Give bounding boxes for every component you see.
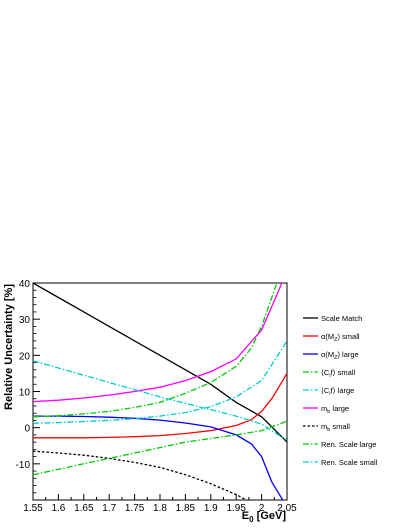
y-tick-label: -10 bbox=[16, 460, 31, 471]
series-line-5 bbox=[33, 340, 287, 424]
y-tick-label: 10 bbox=[19, 388, 31, 399]
series-line-4 bbox=[33, 283, 278, 418]
series-line-1 bbox=[33, 283, 287, 443]
y-tick-label: 30 bbox=[19, 315, 31, 326]
x-axis-label-unit: [GeV] bbox=[254, 510, 287, 522]
legend-label: α(MZ) large bbox=[321, 350, 359, 361]
series-line-7 bbox=[33, 450, 247, 500]
x-tick-label: 1.75 bbox=[125, 503, 145, 514]
x-tick-label: 1.95 bbox=[226, 503, 246, 514]
x-axis-label: E0 [GeV] bbox=[242, 510, 287, 524]
x-tick-label: 1.9 bbox=[204, 503, 218, 514]
y-tick-label: 40 bbox=[19, 279, 31, 290]
legend-label: α(MZ) small bbox=[321, 332, 360, 343]
series-line-3 bbox=[33, 415, 284, 500]
legend-label: mb small bbox=[321, 422, 350, 433]
series-line-9 bbox=[33, 360, 287, 441]
y-axis-label: Relative Uncertainty [%] bbox=[3, 284, 15, 410]
x-tick-label: 1.85 bbox=[176, 503, 196, 514]
x-tick-label: 1.55 bbox=[23, 503, 43, 514]
x-tick-label: 1.8 bbox=[153, 503, 167, 514]
legend: Scale Match α(MZ) small α(MZ) large ⟨Cif⟩ s… bbox=[303, 314, 378, 467]
series-layer bbox=[33, 283, 287, 500]
x-tick-label: 2 bbox=[259, 503, 265, 514]
legend-label: Scale Match bbox=[321, 314, 362, 323]
x-tick-label: 1.65 bbox=[74, 503, 94, 514]
legend-label: Ren. Scale large bbox=[321, 440, 376, 449]
x-tick-label: 1.6 bbox=[51, 503, 65, 514]
y-tick-label: 0 bbox=[24, 424, 30, 435]
legend-label: Ren. Scale small bbox=[321, 458, 378, 467]
x-tick-label: 1.7 bbox=[102, 503, 116, 514]
axis-ticks: 1.55 1.6 1.65 1.7 1.75 1.8 1.85 1.9 1.95 2 2.05 -10… bbox=[16, 279, 298, 514]
x-axis-label-sub: 0 bbox=[249, 515, 254, 524]
y-tick-label: 20 bbox=[19, 351, 31, 362]
legend-label: ⟨Cif⟩ large bbox=[321, 386, 354, 397]
x-tick-label: 2.05 bbox=[277, 503, 297, 514]
series-line-8 bbox=[33, 420, 287, 476]
legend-label: ⟨Cif⟩ small bbox=[321, 368, 356, 379]
legend-label: mb large bbox=[321, 404, 349, 415]
series-line-6 bbox=[33, 283, 283, 403]
series-line-2 bbox=[33, 373, 287, 439]
